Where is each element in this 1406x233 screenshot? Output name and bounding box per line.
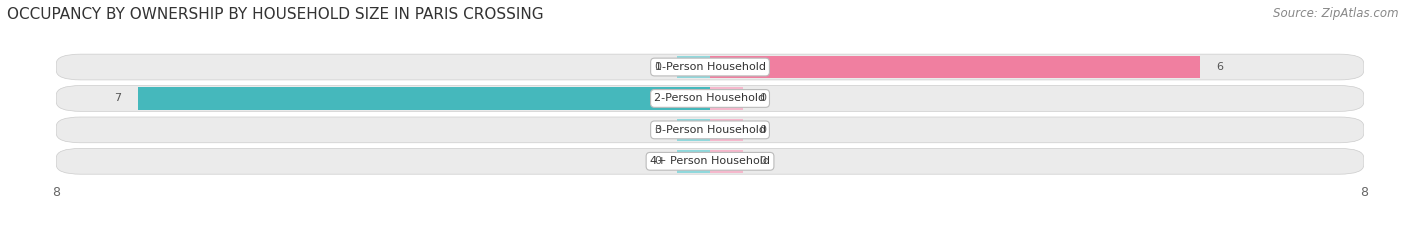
Bar	[710, 56, 1201, 78]
Text: 0: 0	[759, 93, 766, 103]
Text: Source: ZipAtlas.com: Source: ZipAtlas.com	[1274, 7, 1399, 20]
Bar	[678, 56, 710, 78]
Text: 4+ Person Household: 4+ Person Household	[650, 156, 770, 166]
FancyBboxPatch shape	[56, 54, 1364, 80]
Bar	[138, 87, 710, 110]
Bar	[678, 150, 710, 173]
Bar	[710, 87, 742, 110]
Bar	[710, 119, 742, 141]
Text: 2-Person Household: 2-Person Household	[654, 93, 766, 103]
FancyBboxPatch shape	[56, 86, 1364, 111]
Bar	[678, 119, 710, 141]
Bar	[710, 150, 742, 173]
Text: 6: 6	[1216, 62, 1223, 72]
Text: 0: 0	[759, 125, 766, 135]
Text: 0: 0	[654, 62, 661, 72]
Text: 0: 0	[654, 156, 661, 166]
Text: 1-Person Household: 1-Person Household	[655, 62, 765, 72]
FancyBboxPatch shape	[56, 117, 1364, 143]
Text: 0: 0	[759, 156, 766, 166]
FancyBboxPatch shape	[56, 148, 1364, 174]
Bar	[710, 56, 742, 78]
Text: 7: 7	[114, 93, 122, 103]
Text: OCCUPANCY BY OWNERSHIP BY HOUSEHOLD SIZE IN PARIS CROSSING: OCCUPANCY BY OWNERSHIP BY HOUSEHOLD SIZE…	[7, 7, 544, 22]
Text: 0: 0	[654, 125, 661, 135]
Bar	[678, 87, 710, 110]
Text: 3-Person Household: 3-Person Household	[655, 125, 765, 135]
